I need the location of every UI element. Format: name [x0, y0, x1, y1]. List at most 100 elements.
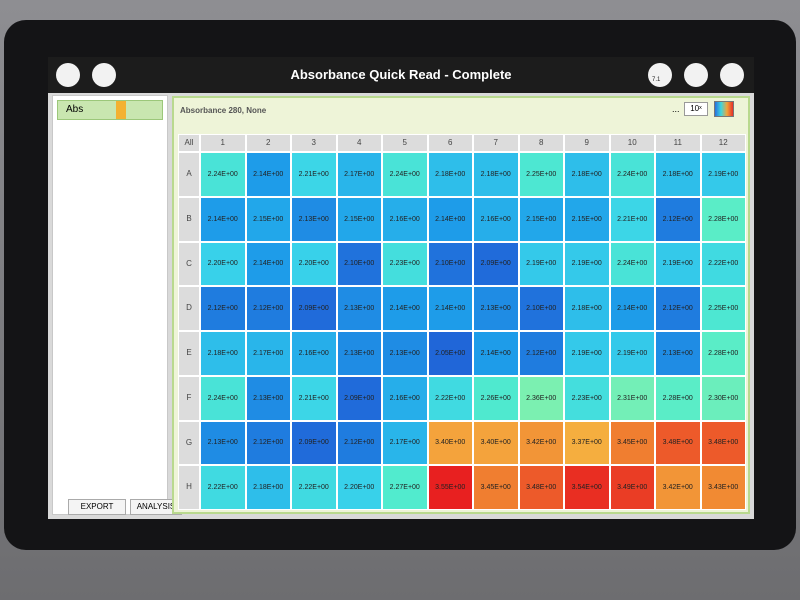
- well[interactable]: 2.25E+00: [700, 286, 746, 331]
- well[interactable]: 2.12E+00: [655, 196, 701, 242]
- well[interactable]: 2.14E+00: [245, 152, 291, 197]
- well[interactable]: 3.48E+00: [518, 465, 564, 510]
- well[interactable]: 2.19E+00: [655, 241, 701, 287]
- row-header[interactable]: D: [178, 286, 200, 331]
- well[interactable]: 2.16E+00: [382, 375, 428, 421]
- well[interactable]: 3.48E+00: [655, 420, 701, 466]
- well[interactable]: 2.15E+00: [336, 196, 382, 242]
- scale-button[interactable]: 10ˣ: [684, 102, 708, 116]
- well[interactable]: 2.12E+00: [336, 420, 382, 466]
- well[interactable]: 2.13E+00: [291, 196, 337, 242]
- well[interactable]: 2.28E+00: [700, 331, 746, 376]
- well[interactable]: 2.13E+00: [655, 331, 701, 376]
- well[interactable]: 2.20E+00: [291, 241, 337, 287]
- well[interactable]: 3.42E+00: [655, 465, 701, 510]
- well[interactable]: 2.20E+00: [336, 465, 382, 510]
- well[interactable]: 2.24E+00: [200, 375, 246, 421]
- well[interactable]: 2.15E+00: [564, 196, 610, 242]
- column-header[interactable]: 6: [427, 134, 473, 152]
- column-header[interactable]: 4: [336, 134, 382, 152]
- well[interactable]: 2.26E+00: [473, 375, 519, 421]
- well[interactable]: 2.21E+00: [291, 375, 337, 421]
- row-header[interactable]: G: [178, 420, 200, 466]
- column-header[interactable]: 7: [473, 134, 519, 152]
- column-header[interactable]: 2: [245, 134, 291, 152]
- well[interactable]: 2.10E+00: [336, 241, 382, 287]
- well[interactable]: 2.10E+00: [427, 241, 473, 287]
- well[interactable]: 2.14E+00: [200, 196, 246, 242]
- well[interactable]: 2.05E+00: [427, 331, 473, 376]
- row-header[interactable]: F: [178, 375, 200, 421]
- column-header[interactable]: 3: [291, 134, 337, 152]
- well[interactable]: 2.09E+00: [291, 286, 337, 331]
- well[interactable]: 2.15E+00: [245, 196, 291, 242]
- well[interactable]: 2.27E+00: [382, 465, 428, 510]
- well[interactable]: 2.24E+00: [382, 152, 428, 197]
- well[interactable]: 2.19E+00: [564, 331, 610, 376]
- analysis-button[interactable]: ANALYSIS: [130, 499, 182, 515]
- well[interactable]: 2.13E+00: [382, 331, 428, 376]
- well[interactable]: 2.12E+00: [245, 420, 291, 466]
- well[interactable]: 2.24E+00: [200, 152, 246, 197]
- well[interactable]: 2.14E+00: [473, 331, 519, 376]
- well[interactable]: 3.49E+00: [609, 465, 655, 510]
- well[interactable]: 2.23E+00: [564, 375, 610, 421]
- well[interactable]: 2.36E+00: [518, 375, 564, 421]
- well[interactable]: 3.45E+00: [609, 420, 655, 466]
- column-header[interactable]: 10: [609, 134, 655, 152]
- well[interactable]: 2.17E+00: [336, 152, 382, 197]
- well[interactable]: 2.09E+00: [291, 420, 337, 466]
- well[interactable]: 3.40E+00: [473, 420, 519, 466]
- heatmap-button[interactable]: [714, 101, 734, 117]
- well[interactable]: 2.20E+00: [200, 241, 246, 287]
- row-header[interactable]: H: [178, 465, 200, 510]
- well[interactable]: 2.13E+00: [336, 331, 382, 376]
- exit-button[interactable]: [684, 63, 708, 87]
- well[interactable]: 2.13E+00: [473, 286, 519, 331]
- column-header[interactable]: 9: [564, 134, 610, 152]
- well[interactable]: 2.14E+00: [609, 286, 655, 331]
- well[interactable]: 2.18E+00: [245, 465, 291, 510]
- export-button[interactable]: EXPORT: [68, 499, 126, 515]
- more-button[interactable]: ...: [672, 104, 680, 114]
- well[interactable]: 2.09E+00: [336, 375, 382, 421]
- column-header[interactable]: 1: [200, 134, 246, 152]
- well[interactable]: 2.13E+00: [200, 420, 246, 466]
- well[interactable]: 2.19E+00: [518, 241, 564, 287]
- well[interactable]: 2.30E+00: [700, 375, 746, 421]
- well[interactable]: 2.10E+00: [518, 286, 564, 331]
- column-header[interactable]: 11: [655, 134, 701, 152]
- well[interactable]: 2.13E+00: [336, 286, 382, 331]
- well[interactable]: 3.55E+00: [427, 465, 473, 510]
- well[interactable]: 2.14E+00: [427, 286, 473, 331]
- well[interactable]: 2.18E+00: [655, 152, 701, 197]
- well[interactable]: 2.28E+00: [655, 375, 701, 421]
- well[interactable]: 2.12E+00: [655, 286, 701, 331]
- well[interactable]: 2.19E+00: [609, 331, 655, 376]
- well[interactable]: 2.22E+00: [427, 375, 473, 421]
- well[interactable]: 2.14E+00: [245, 241, 291, 287]
- well[interactable]: 2.22E+00: [200, 465, 246, 510]
- column-header[interactable]: 8: [518, 134, 564, 152]
- well[interactable]: 2.25E+00: [518, 152, 564, 197]
- well[interactable]: 2.28E+00: [700, 196, 746, 242]
- well[interactable]: 2.13E+00: [245, 375, 291, 421]
- well[interactable]: 2.12E+00: [518, 331, 564, 376]
- well[interactable]: 2.18E+00: [427, 152, 473, 197]
- well[interactable]: 2.19E+00: [700, 152, 746, 197]
- row-header[interactable]: C: [178, 241, 200, 287]
- well[interactable]: 3.43E+00: [700, 465, 746, 510]
- instrument-button[interactable]: 7.1: [648, 63, 672, 87]
- well[interactable]: 2.16E+00: [473, 196, 519, 242]
- home-button[interactable]: [56, 63, 80, 87]
- well[interactable]: 2.22E+00: [291, 465, 337, 510]
- well[interactable]: 2.12E+00: [200, 286, 246, 331]
- well[interactable]: 3.54E+00: [564, 465, 610, 510]
- well[interactable]: 3.42E+00: [518, 420, 564, 466]
- corner-header[interactable]: All: [178, 134, 200, 152]
- well[interactable]: 2.12E+00: [245, 286, 291, 331]
- column-header[interactable]: 5: [382, 134, 428, 152]
- well[interactable]: 2.17E+00: [382, 420, 428, 466]
- row-header[interactable]: E: [178, 331, 200, 376]
- back-button[interactable]: [92, 63, 116, 87]
